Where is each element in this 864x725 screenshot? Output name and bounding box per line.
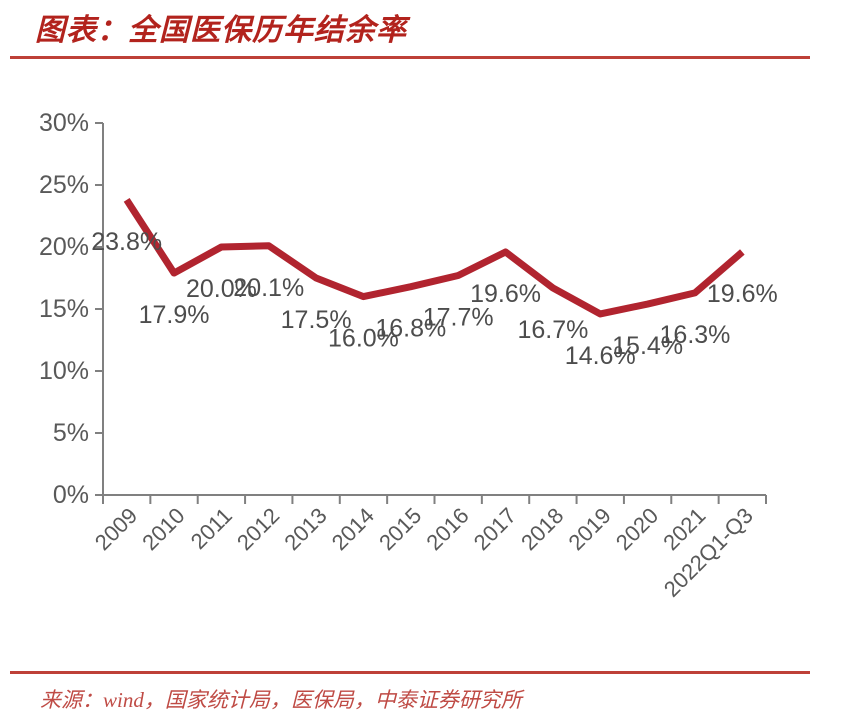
y-tick-label: 30% xyxy=(39,109,89,137)
balance-rate-line-chart: 0%5%10%15%20%25%30%200920102011201220132… xyxy=(39,109,778,602)
data-label: 17.9% xyxy=(139,301,210,329)
footer-divider xyxy=(10,671,810,674)
data-label: 17.5% xyxy=(281,306,352,334)
data-label: 17.7% xyxy=(423,304,494,332)
x-tick-label: 2009 xyxy=(90,503,142,555)
data-label: 19.6% xyxy=(707,280,778,308)
x-tick-label: 2016 xyxy=(421,503,473,555)
source-note: 来源：wind，国家统计局，医保局，中泰证券研究所 xyxy=(40,688,522,712)
y-tick-label: 10% xyxy=(39,357,89,385)
x-tick-label: 2018 xyxy=(516,503,568,555)
data-label: 14.6% xyxy=(565,342,636,370)
x-tick-label: 2019 xyxy=(563,503,615,555)
data-label: 19.6% xyxy=(470,280,541,308)
data-label: 16.7% xyxy=(517,316,588,344)
y-tick-label: 25% xyxy=(39,171,89,199)
x-tick-label: 2012 xyxy=(232,503,284,555)
data-label: 20.1% xyxy=(233,274,304,302)
x-tick-label: 2010 xyxy=(137,503,189,555)
x-tick-label: 2020 xyxy=(611,503,663,555)
chart-title: 图表：全国医保历年结余率 xyxy=(35,14,407,47)
data-label: 16.8% xyxy=(375,315,446,343)
y-tick-label: 20% xyxy=(39,233,89,261)
data-line xyxy=(123,197,745,318)
data-label: 16.0% xyxy=(328,325,399,353)
x-tick-label: 2013 xyxy=(279,503,331,555)
y-tick-label: 5% xyxy=(53,419,89,447)
data-label: 15.4% xyxy=(612,332,683,360)
data-label: 23.8% xyxy=(91,228,162,256)
y-tick-label: 15% xyxy=(39,295,89,323)
data-label: 16.3% xyxy=(660,321,731,349)
x-tick-label: 2015 xyxy=(374,503,426,555)
title-divider xyxy=(10,56,810,59)
data-label: 20.0% xyxy=(186,275,257,303)
x-tick-label: 2011 xyxy=(186,503,237,554)
x-tick-label: 2014 xyxy=(327,503,379,555)
y-tick-label: 0% xyxy=(53,481,89,509)
x-tick-label: 2017 xyxy=(469,503,521,555)
